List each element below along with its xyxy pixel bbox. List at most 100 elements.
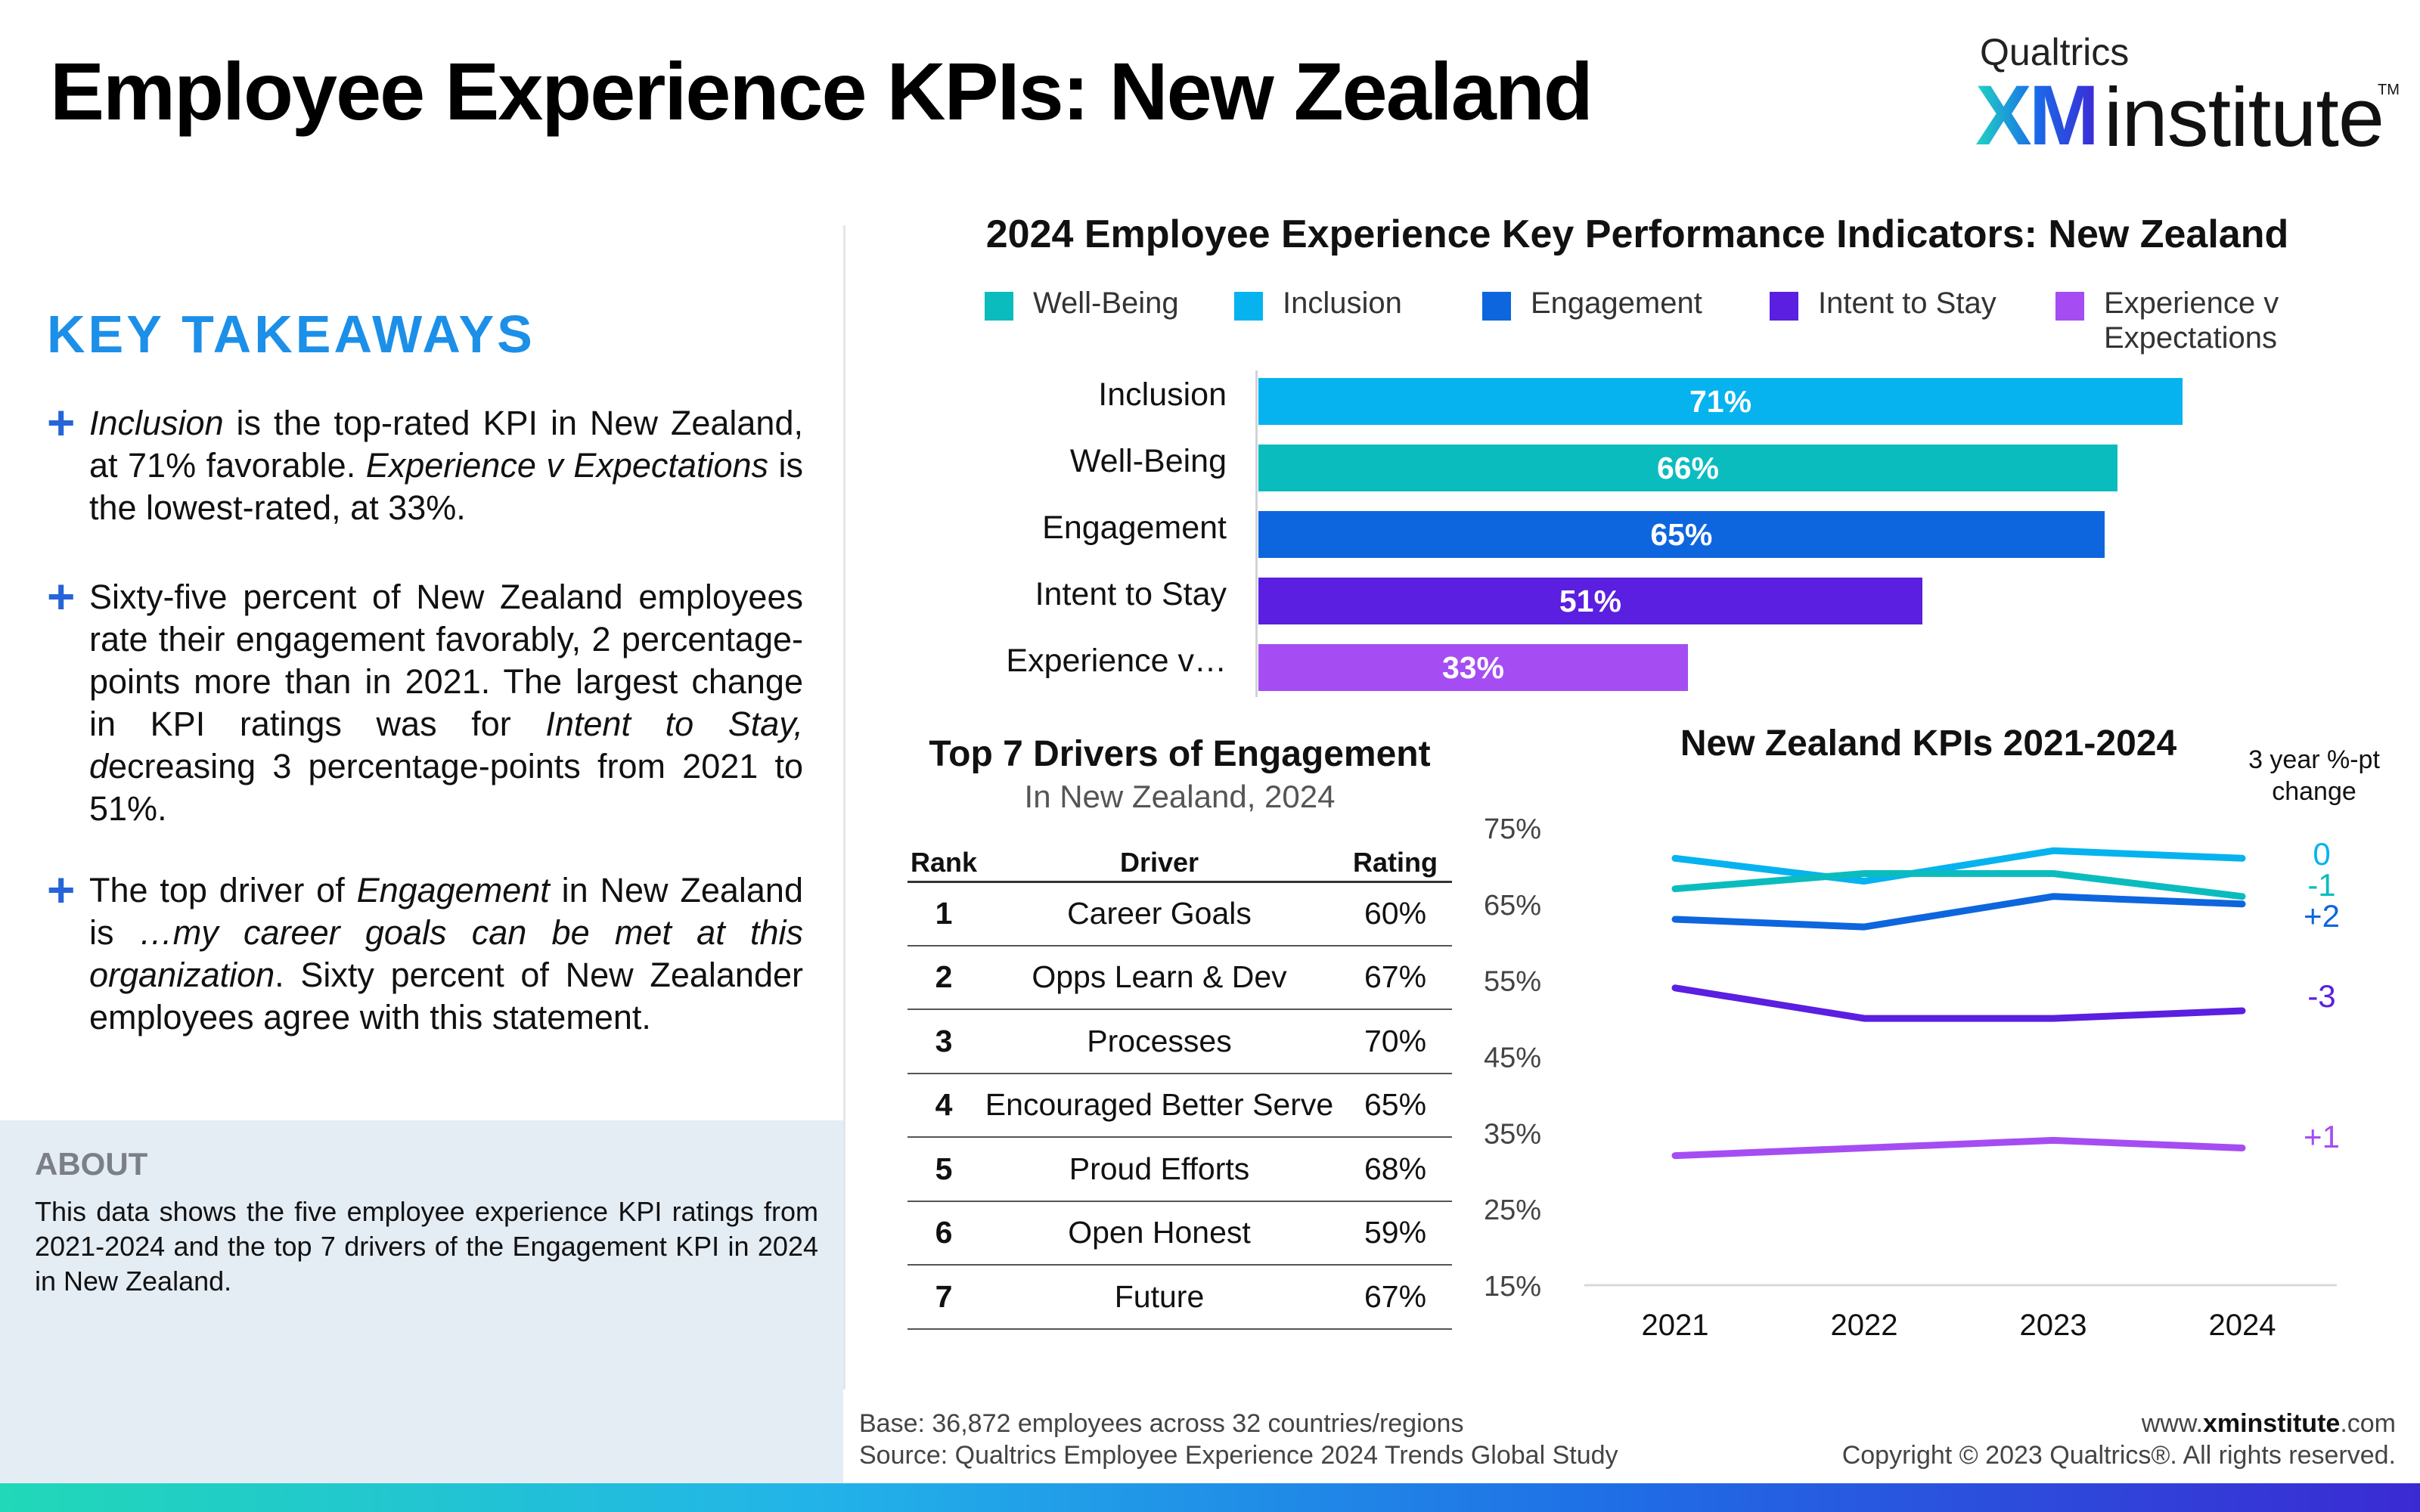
takeaway-text: Inclusion is the top-rated KPI in New Ze… (89, 404, 803, 527)
table-row: 4 Encouraged Better Serve 65% (908, 1073, 1452, 1138)
bar-category-label: Experience v… (1006, 643, 1227, 679)
key-takeaways-heading: KEY TAKEAWAYS (47, 305, 535, 364)
bar-intent-to-stay (1258, 578, 1922, 624)
about-heading: ABOUT (35, 1146, 148, 1182)
takeaway-item: + Sixty-five percent of New Zealand empl… (47, 569, 803, 830)
plus-icon: + (47, 569, 76, 624)
brand-xm: XM (1975, 68, 2099, 163)
driver-rating: 70% (1339, 1009, 1452, 1074)
table-row: 2 Opps Learn & Dev 67% (908, 945, 1452, 1010)
driver-name: Proud Efforts (980, 1137, 1339, 1202)
y-tick-label: 35% (1484, 1118, 1541, 1150)
bar-category-label: Engagement (1042, 510, 1227, 546)
driver-rating: 59% (1339, 1201, 1452, 1266)
y-tick-label: 75% (1484, 813, 1541, 845)
footer-left: Base: 36,872 employees across 32 countri… (859, 1408, 1618, 1471)
driver-rank: 2 (908, 945, 980, 1010)
driver-rating: 67% (1339, 1265, 1452, 1330)
footer-url-suffix: .com (2340, 1409, 2396, 1438)
series-line-well-being (1671, 870, 2246, 900)
y-tick-label: 65% (1484, 890, 1541, 922)
footer-right: www.xminstitute.com Copyright © 2023 Qua… (1512, 1408, 2396, 1471)
series-line-inclusion (1671, 847, 2246, 885)
footer-base: Base: 36,872 employees across 32 countri… (859, 1409, 1464, 1438)
driver-name: Encouraged Better Serve (980, 1073, 1339, 1138)
x-tick-label: 2022 (1831, 1309, 1898, 1342)
y-tick-label: 55% (1484, 966, 1541, 998)
takeaway-text: Sixty-five percent of New Zealand employ… (89, 578, 803, 828)
footer-copyright: Copyright © 2023 Qualtrics®. All rights … (1841, 1441, 2396, 1470)
table-row: 5 Proud Efforts 68% (908, 1137, 1452, 1202)
bar-inclusion (1258, 378, 2183, 425)
y-tick-label: 15% (1484, 1271, 1541, 1303)
bar-axis (1255, 370, 1258, 697)
drivers-table: Rank Driver Rating 1 Career Goals 60% 2 … (908, 845, 1452, 1330)
driver-rating: 60% (1339, 881, 1452, 947)
x-tick-label: 2021 (1642, 1309, 1709, 1342)
legend-label: Well-Being (1033, 287, 1179, 320)
driver-name: Career Goals (980, 881, 1339, 947)
column-header-driver: Driver (980, 845, 1339, 883)
series-line-intent-to-stay (1671, 984, 2246, 1022)
bar-engagement (1258, 511, 2105, 558)
line-chart-title: New Zealand KPIs 2021-2024 (1680, 723, 2177, 764)
driver-name: Opps Learn & Dev (980, 945, 1339, 1010)
change-value-engagement: +2 (2304, 898, 2340, 934)
driver-name: Processes (980, 1009, 1339, 1074)
line-chart: 75% 65% 55% 45% 35% 25% 15% 2021 2022 2023 2024 0-1… (1484, 813, 2340, 1342)
legend-item-experience-v-expectations: Experience v Expectations (2055, 286, 2313, 355)
y-tick-label: 45% (1484, 1043, 1541, 1074)
driver-rating: 65% (1339, 1073, 1452, 1138)
brand-trademark: TM (2378, 82, 2400, 98)
brand-company: Qualtrics (1980, 31, 2130, 73)
plus-icon: + (47, 863, 76, 917)
driver-rating: 67% (1339, 945, 1452, 1010)
driver-rank: 7 (908, 1265, 980, 1330)
footer-source: Source: Qualtrics Employee Experience 20… (859, 1441, 1618, 1470)
legend-swatch (1770, 292, 1798, 321)
driver-rank: 1 (908, 881, 980, 947)
bar-value-label: 65% (1650, 517, 1713, 552)
change-value-experience-v-expectations: +1 (2304, 1119, 2340, 1154)
about-text: This data shows the five employee experi… (35, 1196, 818, 1297)
bar-category-label: Well-Being (1069, 443, 1227, 479)
table-row: 1 Career Goals 60% (908, 881, 1452, 947)
y-tick-label: 25% (1484, 1194, 1541, 1226)
bar-chart-title: 2024 Employee Experience Key Performance… (985, 212, 2289, 256)
series-line-engagement (1671, 893, 2246, 931)
driver-name: Future (980, 1265, 1339, 1330)
legend-swatch (1234, 292, 1263, 321)
change-value-inclusion: 0 (2313, 836, 2330, 872)
legend-swatch (2055, 292, 2084, 321)
driver-rating: 68% (1339, 1137, 1452, 1202)
about-panel (0, 1120, 843, 1483)
table-row: 7 Future 67% (908, 1265, 1452, 1330)
bar-well-being (1258, 445, 2118, 491)
bar-value-label: 33% (1441, 650, 1505, 685)
bar-category-label: Intent to Stay (1035, 576, 1227, 612)
table-row: 6 Open Honest 59% (908, 1201, 1452, 1266)
series-line-experience-v-expectations (1671, 1136, 2246, 1160)
brand-institute: institute (2104, 71, 2384, 164)
legend-swatch (985, 292, 1013, 321)
legend-label: Experience v Expectations (2104, 287, 2279, 355)
drivers-title: Top 7 Drivers of Engagement (929, 734, 1431, 774)
driver-rank: 5 (908, 1137, 980, 1202)
change-value-well-being: -1 (2307, 867, 2335, 903)
footer-url-domain: xminstitute (2202, 1409, 2341, 1438)
footer-url-prefix: www. (2141, 1409, 2203, 1438)
legend-label: Inclusion (1283, 287, 1402, 320)
change-column-label: 3 year %-pt change (2248, 745, 2380, 806)
bottom-gradient-strip (0, 1483, 2420, 1512)
legend-swatch (1482, 292, 1511, 321)
takeaway-item: + The top driver of Engagement in New Ze… (47, 863, 803, 1039)
bar-value-label: 71% (1689, 384, 1752, 419)
x-tick-label: 2023 (2020, 1309, 2087, 1342)
x-tick-label: 2024 (2209, 1309, 2276, 1342)
driver-rank: 3 (908, 1009, 980, 1074)
page-title: Employee Experience KPIs: New Zealand (50, 45, 1593, 137)
column-header-rank: Rank (908, 845, 980, 883)
table-row: 3 Processes 70% (908, 1009, 1452, 1074)
bar-value-label: 51% (1559, 584, 1621, 618)
legend-label: Engagement (1531, 287, 1702, 320)
